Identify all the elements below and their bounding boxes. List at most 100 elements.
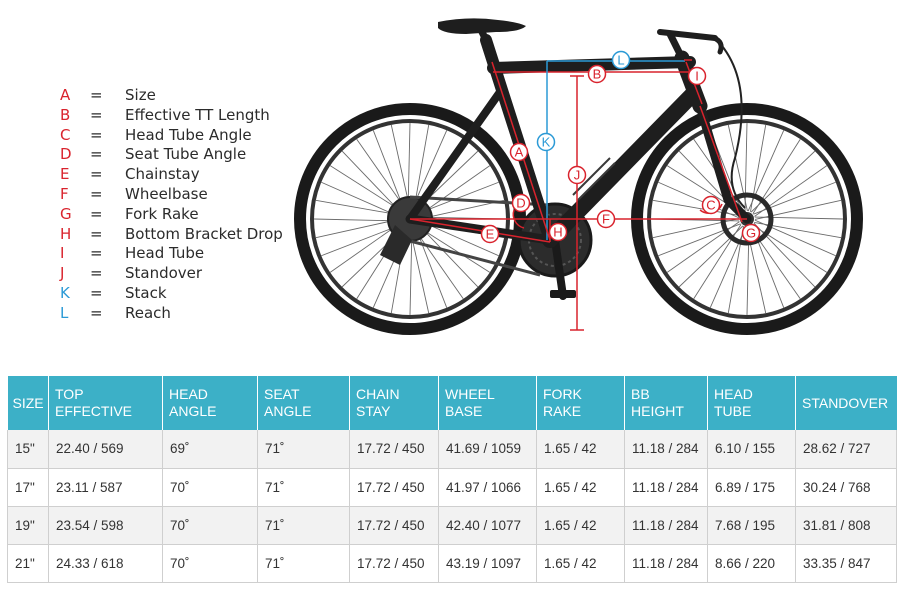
- table-cell: 1.65 / 42: [536, 506, 625, 545]
- table-cell: 23.54 / 598: [48, 506, 163, 545]
- geometry-legend: A = Size B = Effective TT Length C = Head Tube A…: [60, 86, 283, 324]
- svg-text:D: D: [516, 196, 525, 211]
- diagram-label-k: K: [536, 132, 556, 152]
- table-cell: 11.18 / 284: [624, 506, 708, 545]
- table-cell: 17.72 / 450: [349, 544, 439, 583]
- column-header: HEAD TUBE: [707, 376, 796, 430]
- table-cell: 30.24 / 768: [795, 468, 897, 507]
- svg-text:I: I: [695, 69, 699, 84]
- column-header: HEAD ANGLE: [162, 376, 258, 430]
- legend-letter: G: [60, 204, 72, 223]
- legend-label: Wheelbase: [125, 184, 208, 203]
- table-cell: 33.35 / 847: [795, 544, 897, 583]
- table-cell: 11.18 / 284: [624, 468, 708, 507]
- legend-equals: =: [90, 86, 103, 104]
- legend-row-i: I = Head Tube: [60, 244, 283, 264]
- column-header: WHEEL BASE: [438, 376, 537, 430]
- legend-equals: =: [90, 105, 103, 124]
- legend-equals: =: [90, 264, 103, 283]
- svg-text:H: H: [553, 225, 562, 240]
- legend-label: Size: [125, 86, 156, 104]
- legend-label: Stack: [125, 283, 167, 302]
- table-cell: 6.89 / 175: [707, 468, 796, 507]
- legend-label: Standover: [125, 264, 203, 283]
- legend-equals: =: [90, 145, 103, 164]
- svg-text:B: B: [593, 67, 602, 82]
- legend-equals: =: [90, 125, 103, 144]
- table-row: 15" 22.40 / 569 69˚ 71˚ 17.72 / 450 41.69 / 1…: [7, 430, 897, 469]
- diagram-label-e: E: [480, 224, 500, 244]
- table-row: 21" 24.33 / 618 70˚ 71˚ 17.72 / 450 43.19 / 1…: [7, 544, 897, 583]
- svg-text:A: A: [515, 145, 524, 160]
- legend-row-f: F = Wheelbase: [60, 185, 283, 205]
- diagram-label-f: F: [596, 209, 616, 229]
- table-cell: 19": [7, 506, 49, 545]
- table-cell: 8.66 / 220: [707, 544, 796, 583]
- svg-text:E: E: [486, 227, 495, 242]
- saddle: [438, 18, 526, 34]
- table-cell: 31.81 / 808: [795, 506, 897, 545]
- table-cell: 70˚: [162, 506, 258, 545]
- bike-geometry-diagram: A B C D E F G H I J K L: [294, 18, 863, 335]
- table-cell: 21": [7, 544, 49, 583]
- table-cell: 71˚: [257, 468, 350, 507]
- table-cell: 11.18 / 284: [624, 430, 708, 469]
- table-cell: 6.10 / 155: [707, 430, 796, 469]
- svg-text:F: F: [602, 212, 610, 227]
- table-cell: 17.72 / 450: [349, 430, 439, 469]
- diagram-label-l: L: [611, 50, 631, 70]
- legend-letter: F: [60, 184, 69, 203]
- diagram-label-h: H: [548, 222, 568, 242]
- legend-letter: A: [60, 86, 71, 104]
- column-header: SIZE: [7, 376, 49, 430]
- legend-letter: L: [60, 303, 69, 322]
- table-cell: 41.69 / 1059: [438, 430, 537, 469]
- diagram-label-j: J: [567, 165, 587, 185]
- legend-row-e: E = Chainstay: [60, 165, 283, 185]
- legend-equals: =: [90, 204, 103, 223]
- table-cell: 43.19 / 1097: [438, 544, 537, 583]
- legend-row-j: J = Standover: [60, 264, 283, 284]
- table-cell: 71˚: [257, 430, 350, 469]
- diagram-label-a: A: [509, 142, 529, 162]
- column-header: BB HEIGHT: [624, 376, 708, 430]
- legend-letter: K: [60, 283, 70, 302]
- table-cell: 24.33 / 618: [48, 544, 163, 583]
- legend-row-c: C = Head Tube Angle: [60, 126, 283, 146]
- table-cell: 1.65 / 42: [536, 468, 625, 507]
- legend-row-l: L = Reach: [60, 304, 283, 324]
- table-row: 17" 23.11 / 587 70˚ 71˚ 17.72 / 450 41.97 / 1…: [7, 468, 897, 507]
- table-row: 19" 23.54 / 598 70˚ 71˚ 17.72 / 450 42.40 / 1…: [7, 506, 897, 545]
- table-cell: 71˚: [257, 506, 350, 545]
- legend-letter: E: [60, 165, 70, 184]
- legend-label: Bottom Bracket Drop: [125, 224, 283, 243]
- svg-text:G: G: [746, 226, 756, 241]
- table-cell: 11.18 / 284: [624, 544, 708, 583]
- rear-derailleur: [380, 225, 412, 265]
- legend-label: Seat Tube Angle: [125, 145, 247, 164]
- table-cell: 42.40 / 1077: [438, 506, 537, 545]
- legend-row-d: D = Seat Tube Angle: [60, 145, 283, 165]
- legend-row-h: H = Bottom Bracket Drop: [60, 225, 283, 245]
- table-cell: 1.65 / 42: [536, 430, 625, 469]
- svg-text:L: L: [617, 53, 624, 68]
- legend-letter: B: [60, 105, 71, 124]
- legend-equals: =: [90, 224, 103, 243]
- legend-letter: C: [60, 125, 71, 144]
- diagram-label-c: C: [701, 195, 721, 215]
- table-cell: 71˚: [257, 544, 350, 583]
- column-header: STANDOVER: [795, 376, 897, 430]
- table-cell: 70˚: [162, 468, 258, 507]
- diagram-label-i: I: [687, 66, 707, 86]
- legend-equals: =: [90, 165, 103, 184]
- table-cell: 15": [7, 430, 49, 469]
- table-cell: 17": [7, 468, 49, 507]
- legend-letter: D: [60, 145, 72, 164]
- svg-text:C: C: [706, 198, 715, 213]
- table-cell: 23.11 / 587: [48, 468, 163, 507]
- table-cell: 70˚: [162, 544, 258, 583]
- legend-equals: =: [90, 184, 103, 203]
- table-cell: 7.68 / 195: [707, 506, 796, 545]
- table-cell: 41.97 / 1066: [438, 468, 537, 507]
- legend-label: Head Tube: [125, 244, 205, 263]
